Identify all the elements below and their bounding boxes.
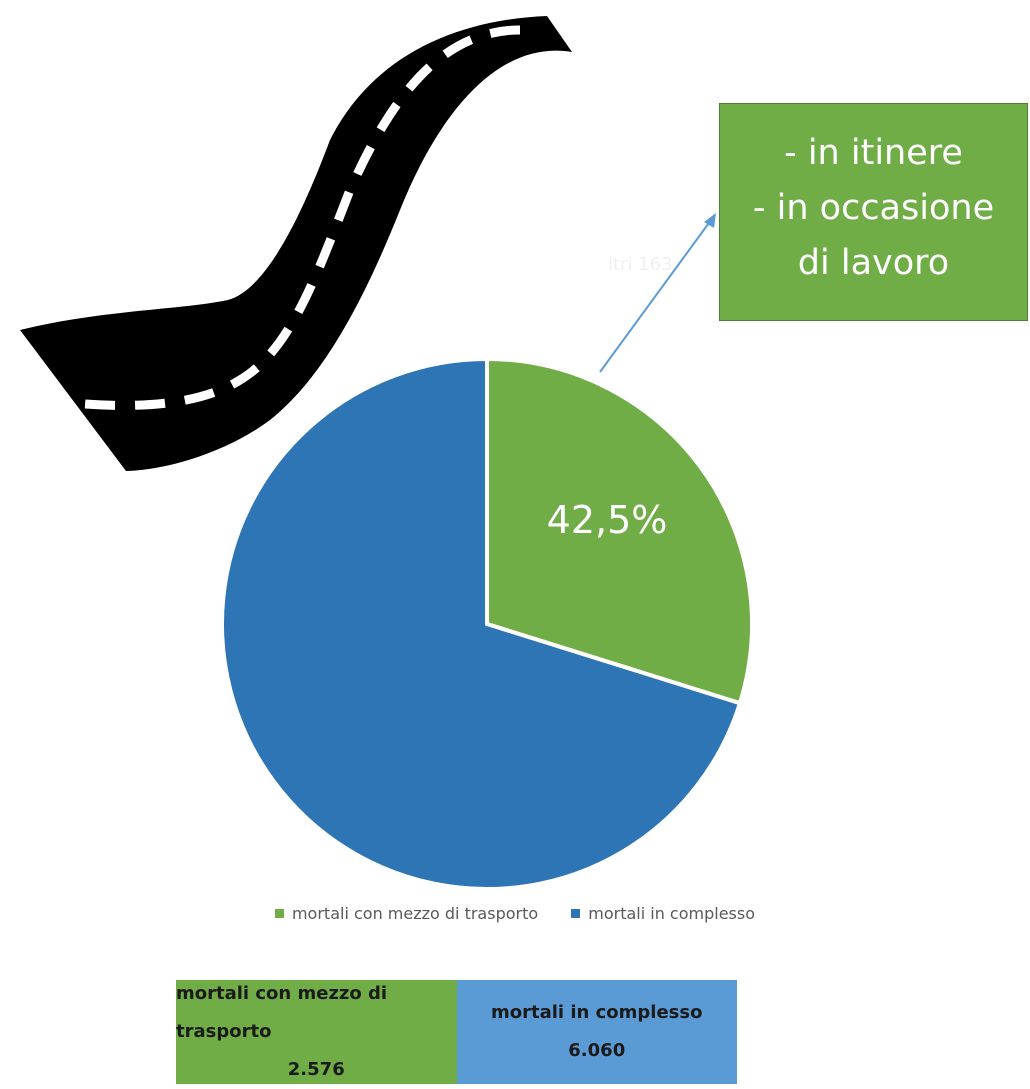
- summary-value: 6.060: [568, 1040, 626, 1061]
- summary-label: mortali con mezzo di trasporto: [176, 983, 388, 1042]
- callout-box: - in itinere - in occasione di lavoro: [719, 103, 1028, 321]
- callout-line: - in itinere: [784, 133, 963, 173]
- legend-label: mortali con mezzo di trasporto: [291, 904, 539, 923]
- faint-label: ltri 163: [608, 254, 673, 275]
- callout-arrowhead: [704, 213, 716, 228]
- pie-slice-transport: [485, 356, 754, 706]
- legend-item: mortali in complesso: [571, 904, 755, 923]
- callout-line: - in occasione: [752, 188, 995, 228]
- legend-swatch-green: [274, 909, 284, 918]
- chart-legend: mortali con mezzo di trasporto mortali i…: [0, 904, 1030, 923]
- summary-cell-transport: mortali con mezzo di trasporto 2.576: [176, 980, 457, 1084]
- legend-label: mortali in complesso: [588, 904, 756, 923]
- road-icon: [20, 16, 572, 471]
- summary-value: 2.576: [287, 1059, 345, 1080]
- legend-swatch-blue: [571, 909, 581, 918]
- legend-item: mortali con mezzo di trasporto: [274, 904, 539, 923]
- callout-line: di lavoro: [797, 243, 950, 283]
- summary-table: mortali con mezzo di trasporto 2.576 mor…: [176, 980, 737, 1084]
- pie-data-label: 42,5%: [547, 498, 668, 542]
- summary-label: mortali in complesso: [491, 1002, 703, 1023]
- pie-slice-total: [220, 356, 743, 891]
- callout-arrow: [599, 215, 715, 373]
- summary-cell-total: mortali in complesso 6.060: [456, 980, 737, 1084]
